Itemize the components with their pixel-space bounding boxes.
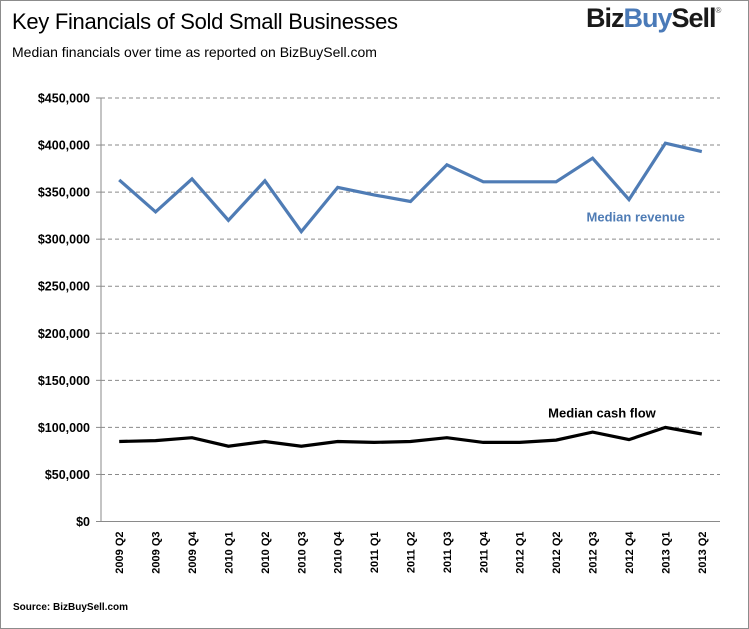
y-tick-label: $300,000 <box>38 233 90 247</box>
x-tick-label: 2011 Q4 <box>478 531 490 573</box>
bizbuysell-logo: BizBuySell® <box>586 3 722 34</box>
x-tick-label: 2012 Q3 <box>588 532 600 574</box>
x-axis-tick-labels: 2009 Q2 2009 Q3 2009 Q4 2010 Q1 2010 Q2 2010 … <box>114 531 709 574</box>
logo-text-sell: Sell <box>671 3 717 33</box>
x-tick-label: 2012 Q2 <box>551 532 563 574</box>
x-tick-label: 2009 Q2 <box>114 532 126 574</box>
x-tick-label: 2010 Q1 <box>223 532 235 574</box>
x-tick-label: 2009 Q4 <box>187 531 199 574</box>
y-tick-label: $50,000 <box>45 468 90 482</box>
x-tick-label: 2010 Q2 <box>260 532 272 574</box>
x-tick-label: 2011 Q2 <box>406 532 418 574</box>
x-tick-label: 2011 Q3 <box>442 532 454 574</box>
y-tick-label: $200,000 <box>38 327 90 341</box>
registered-mark-icon: ® <box>715 6 722 15</box>
y-tick-label: $0 <box>76 515 90 529</box>
annotation-median-revenue: Median revenue <box>587 210 685 225</box>
x-tick-label: 2010 Q3 <box>296 532 308 574</box>
chart-subtitle: Median financials over time as reported … <box>12 44 377 60</box>
chart-title: Key Financials of Sold Small Businesses <box>12 9 398 34</box>
y-tick-label: $350,000 <box>38 186 90 200</box>
axes <box>96 97 720 522</box>
annotation-median-cash-flow: Median cash flow <box>548 405 657 420</box>
source-note: Source: BizBuySell.com <box>13 602 129 613</box>
x-tick-label: 2009 Q3 <box>151 532 163 574</box>
x-tick-label: 2013 Q2 <box>697 532 709 574</box>
series-line-median-cash-flow <box>119 425 703 448</box>
series <box>118 141 703 448</box>
logo-text-buy: Buy <box>623 3 673 33</box>
y-tick-label: $400,000 <box>38 139 90 153</box>
y-tick-label: $150,000 <box>38 374 90 388</box>
gridlines <box>101 97 720 475</box>
x-tick-label: 2011 Q1 <box>369 532 381 574</box>
logo-text-biz: Biz <box>586 3 624 33</box>
x-tick-label: 2012 Q4 <box>624 531 636 574</box>
x-tick-label: 2013 Q1 <box>660 532 672 574</box>
y-tick-label: $450,000 <box>38 92 90 106</box>
x-tick-label: 2010 Q4 <box>333 531 345 574</box>
series-line-median-revenue <box>118 141 703 235</box>
y-tick-label: $250,000 <box>38 280 90 294</box>
y-tick-label: $100,000 <box>38 421 90 435</box>
annotations: Median revenue Median cash flow <box>548 210 685 421</box>
x-tick-label: 2012 Q1 <box>515 532 527 574</box>
y-axis-tick-labels: $0 $50,000 $100,000 $150,000 $200,000 $250,00… <box>38 92 90 530</box>
